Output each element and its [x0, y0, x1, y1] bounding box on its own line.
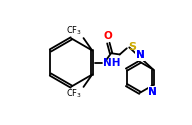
Text: N: N [136, 50, 144, 60]
Text: N: N [148, 87, 157, 97]
Text: N: N [148, 87, 157, 97]
Text: CF$_3$: CF$_3$ [66, 88, 82, 100]
Text: CF$_3$: CF$_3$ [66, 25, 82, 38]
Text: N: N [148, 87, 157, 97]
Text: N: N [136, 50, 144, 60]
Text: S: S [128, 42, 136, 52]
Text: O: O [104, 31, 113, 41]
Text: N: N [136, 50, 144, 60]
Text: NH: NH [103, 58, 120, 68]
